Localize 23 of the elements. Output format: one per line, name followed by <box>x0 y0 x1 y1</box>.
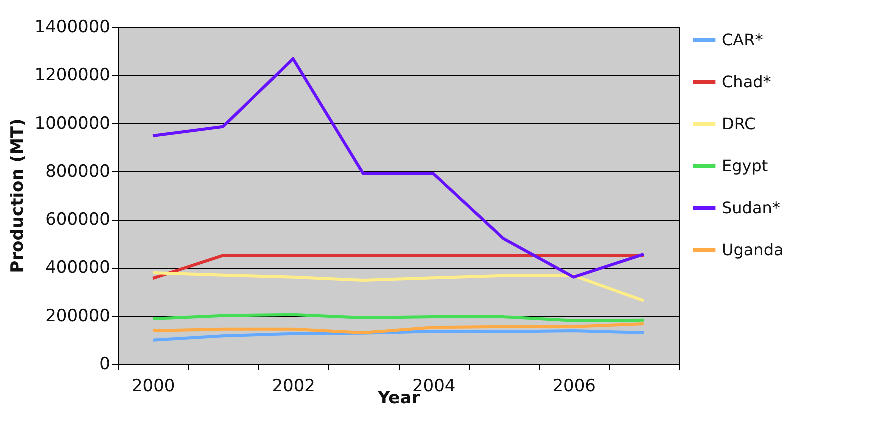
line-series <box>152 272 646 302</box>
x-tick-label: 2002 <box>272 376 316 396</box>
y-tick-label: 400000 <box>46 258 110 278</box>
legend-label: Chad* <box>722 72 772 92</box>
y-tick-label: 800000 <box>46 162 110 182</box>
y-tick-label: 600000 <box>46 210 110 230</box>
y-tick-label: 200000 <box>46 306 110 326</box>
x-tick-label: 2006 <box>552 376 596 396</box>
legend-label: Sudan* <box>722 198 780 218</box>
legend-label: CAR* <box>722 30 764 50</box>
legend-label: DRC <box>722 114 756 134</box>
x-tick-label: 2000 <box>132 376 176 396</box>
y-tick-label: 1200000 <box>34 66 110 86</box>
y-tick-label: 1000000 <box>34 114 110 134</box>
y-tick-label: 1400000 <box>34 18 110 38</box>
y-tick-label: 0 <box>100 354 110 374</box>
y-axis-title: Production (MT) <box>8 118 28 274</box>
line-series <box>152 58 646 279</box>
line-series <box>152 322 646 334</box>
line-series <box>152 313 646 322</box>
legend-label: Egypt <box>722 156 768 176</box>
legend-label: Uganda <box>722 240 784 260</box>
line-series <box>152 330 646 342</box>
